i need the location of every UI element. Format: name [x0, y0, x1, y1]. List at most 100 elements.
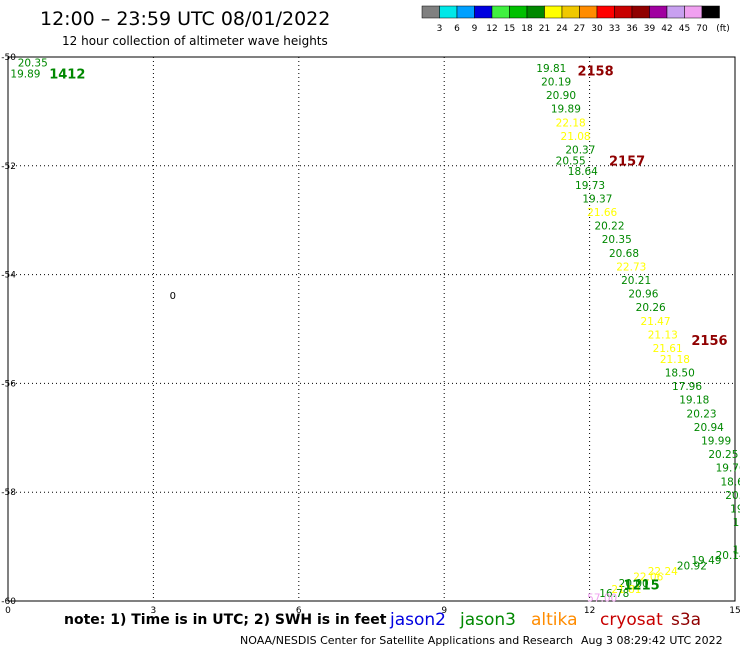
wave-height-value: 20.19: [541, 76, 571, 88]
wave-height-value: 22.18: [556, 117, 586, 129]
legend-swatch: [561, 5, 580, 19]
wave-height-value: 22.24: [648, 566, 678, 578]
legend-swatch: [579, 5, 598, 19]
wave-height-value: 20.14: [716, 550, 740, 562]
lon-tick-label: 9: [441, 606, 447, 616]
lon-tick-label: 0: [5, 606, 11, 616]
wave-height-value: 20.26: [636, 302, 666, 314]
legend-swatch: [666, 5, 685, 19]
pass-time-label: 2157: [609, 154, 645, 169]
legend-swatch: [544, 5, 563, 19]
legend-tick-label: 21: [539, 24, 550, 34]
lat-tick-label: -60: [1, 597, 16, 607]
lat-tick-label: -54: [1, 271, 16, 281]
wave-height-value: 19.: [730, 504, 740, 516]
wave-height-value: 19.89: [551, 104, 581, 116]
wave-height-value: 17.96: [672, 381, 702, 393]
lat-tick-label: -56: [1, 379, 16, 389]
legend-unit: (ft): [716, 24, 730, 34]
wave-height-value: 20.35: [18, 57, 48, 69]
wave-height-value: 19.89: [10, 68, 40, 80]
wave-height-value: 21.18: [660, 354, 690, 366]
wave-height-value: 22.06: [633, 572, 663, 584]
wave-height-value: 20.94: [694, 422, 724, 434]
legend-tick-label: 15: [504, 24, 515, 34]
pass-time-label: 2156: [691, 334, 727, 349]
wave-height-value: 19.37: [582, 193, 612, 205]
legend-swatch: [439, 5, 458, 19]
wave-height-value: 20.92: [677, 561, 707, 573]
wave-height-value: 21.81: [611, 584, 641, 596]
wave-height-value: 21.66: [587, 207, 617, 219]
bouvet-island-outline: 0: [170, 291, 176, 302]
legend-tick-label: 18: [521, 24, 533, 34]
wave-height-value: 20.68: [609, 248, 639, 260]
wave-height-value: 20.35: [602, 234, 632, 246]
mission-cryosat: cryosat: [600, 610, 663, 630]
wave-height-value: 20.8: [725, 490, 740, 502]
wave-height-value: 20.22: [594, 221, 624, 233]
lon-tick-label: 6: [296, 606, 302, 616]
legend-swatch: [631, 5, 650, 19]
wave-height-value: 19.76: [716, 463, 740, 475]
mission-altika: altika: [531, 610, 578, 630]
wave-height-value: 18.64: [568, 166, 598, 178]
legend-swatch: [701, 5, 720, 19]
legend-swatch: [684, 5, 703, 19]
legend-tick-label: 33: [609, 24, 620, 34]
legend-swatch: [456, 5, 475, 19]
wave-height-value: 20.96: [628, 289, 658, 301]
map-subtitle: 12 hour collection of altimeter wave hei…: [62, 34, 328, 48]
legend-tick-label: 9: [472, 24, 478, 34]
legend-swatch: [509, 5, 528, 19]
wave-height-value: 20.37: [565, 144, 595, 156]
wave-height-value: 20.21: [621, 275, 651, 287]
legend-tick-label: 27: [574, 24, 585, 34]
wave-height-value: 20.23: [687, 408, 717, 420]
wave-height-value: 19.73: [575, 180, 605, 192]
wave-height-value: 18.0: [733, 544, 740, 556]
wave-height-value: 16.78: [599, 588, 629, 600]
wave-height-value: 19.99: [701, 436, 731, 448]
legend-swatch: [491, 5, 510, 19]
mission-jason3: jason3: [460, 610, 516, 630]
wave-height-value: 20.55: [556, 155, 586, 167]
wave-height-value: 21.13: [648, 329, 678, 341]
wave-height-value: 21.61: [653, 343, 683, 355]
legend-swatch: [596, 5, 615, 19]
legend-swatch: [421, 5, 440, 19]
legend-tick-label: 6: [454, 24, 460, 34]
wave-height-value: 21.47: [640, 316, 670, 328]
pass-time-label: 2158: [577, 65, 613, 80]
credit-line: NOAA/NESDIS Center for Satellite Applica…: [240, 634, 574, 647]
legend-tick-label: 45: [679, 24, 690, 34]
wave-height-value: 19.18: [679, 395, 709, 407]
mission-s3a: s3a: [671, 610, 702, 630]
wave-height-value: 20.90: [546, 90, 576, 102]
legend-swatch: [526, 5, 545, 19]
mission-jason2: jason2: [390, 610, 446, 630]
legend-swatch: [614, 5, 633, 19]
legend-swatch: [649, 5, 668, 19]
lon-tick-label: 12: [584, 606, 595, 616]
wave-height-value: 20.00: [619, 578, 649, 590]
wave-height-value: 21.08: [561, 131, 591, 143]
wave-height-value: 22.73: [616, 261, 646, 273]
lat-tick-label: -58: [1, 488, 16, 498]
wave-height-value: 18: [733, 517, 740, 529]
wave-height-value: 57.00: [587, 593, 617, 605]
legend-tick-label: 42: [661, 24, 672, 34]
wave-height-value: 18.63: [720, 476, 740, 488]
wave-height-value: 19.49: [691, 555, 721, 567]
legend-tick-label: 30: [591, 24, 603, 34]
wave-height-value: 20.25: [708, 449, 738, 461]
footer-note: note: 1) Time is in UTC; 2) SWH is in fe…: [64, 612, 387, 628]
legend-tick-label: 3: [437, 24, 443, 34]
generation-timestamp: Aug 3 08:29:42 UTC 2022: [581, 634, 723, 647]
lat-tick-label: -50: [1, 53, 16, 63]
map-title: 12:00 – 23:59 UTC 08/01/2022: [40, 8, 331, 30]
legend-tick-label: 39: [644, 24, 656, 34]
lat-tick-label: -52: [1, 162, 16, 172]
legend-tick-label: 36: [626, 24, 638, 34]
